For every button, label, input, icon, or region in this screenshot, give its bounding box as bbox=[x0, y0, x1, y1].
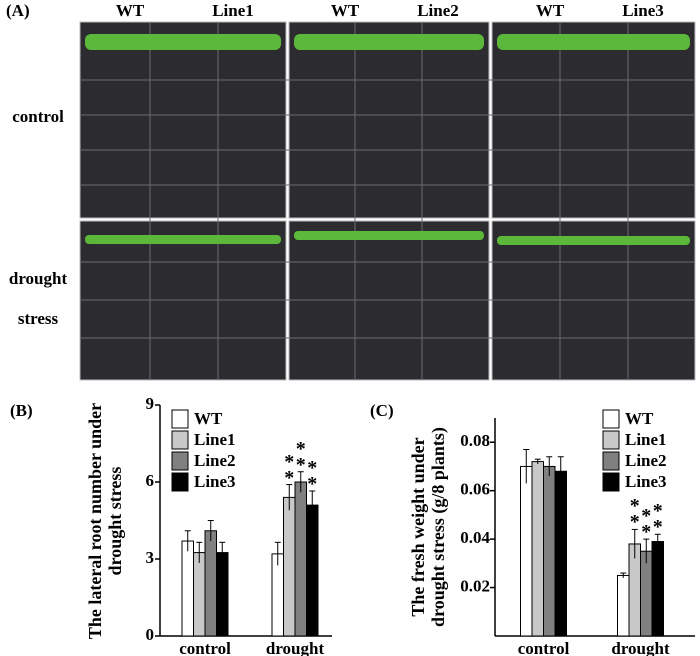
legend-label: Line2 bbox=[625, 451, 667, 470]
legend-swatch bbox=[171, 430, 189, 450]
panel-label: (C) bbox=[370, 401, 394, 420]
y-tick-label: 0.06 bbox=[460, 480, 490, 499]
column-label: Line3 bbox=[622, 1, 664, 20]
photo bbox=[79, 21, 287, 219]
bar bbox=[306, 504, 319, 637]
bar bbox=[640, 550, 653, 637]
legend-label: Line3 bbox=[625, 472, 667, 491]
significance-mark: ** bbox=[301, 456, 324, 489]
seedlings bbox=[497, 34, 690, 50]
legend-swatch bbox=[602, 430, 620, 450]
legend-label: Line1 bbox=[194, 430, 236, 449]
seedlings bbox=[85, 34, 281, 50]
y-tick-label: 6 bbox=[146, 471, 155, 490]
seedlings bbox=[294, 34, 484, 50]
bar bbox=[520, 465, 533, 637]
legend-label: WT bbox=[625, 409, 654, 428]
bar bbox=[204, 530, 217, 637]
legend-label: Line2 bbox=[194, 451, 236, 470]
legend-swatch bbox=[602, 451, 620, 471]
row-label: drought bbox=[9, 269, 68, 288]
photo-panel bbox=[79, 21, 696, 381]
panel-label: (A) bbox=[6, 1, 30, 20]
bar bbox=[193, 552, 206, 637]
significance-mark: ** bbox=[635, 505, 658, 538]
bar bbox=[216, 552, 229, 637]
panel-label: (B) bbox=[10, 401, 33, 420]
column-label: WT bbox=[331, 1, 360, 20]
y-tick-label: 3 bbox=[146, 548, 155, 567]
legend-swatch bbox=[171, 409, 189, 429]
bar bbox=[554, 470, 567, 637]
column-label: WT bbox=[116, 1, 145, 20]
seedlings bbox=[497, 236, 690, 245]
legend-swatch bbox=[602, 409, 620, 429]
bar bbox=[617, 574, 630, 637]
y-tick-label: 0 bbox=[146, 625, 155, 644]
significance-mark: ** bbox=[623, 495, 646, 528]
legend-label: Line3 bbox=[194, 472, 236, 491]
bar bbox=[651, 541, 664, 637]
x-tick-label: drought stress bbox=[265, 639, 325, 656]
bar bbox=[543, 465, 556, 637]
legend-swatch bbox=[171, 472, 189, 492]
y-tick-label: 0.04 bbox=[460, 528, 490, 547]
bar bbox=[294, 481, 307, 637]
y-tick-label: 0.02 bbox=[460, 576, 490, 595]
y-axis-title: The fresh weight under drought stress (g… bbox=[408, 427, 448, 627]
significance-mark: ** bbox=[278, 450, 301, 483]
column-label: Line1 bbox=[212, 1, 254, 20]
row-label: control bbox=[12, 107, 64, 126]
bar bbox=[271, 553, 284, 637]
x-tick-label: control bbox=[517, 639, 570, 656]
legend-swatch bbox=[602, 472, 620, 492]
y-tick-label: 0.08 bbox=[460, 431, 490, 450]
bar bbox=[283, 496, 296, 637]
photo bbox=[288, 21, 490, 219]
row-label: stress bbox=[18, 309, 59, 328]
plate-grid bbox=[80, 22, 695, 380]
y-tick-label: 9 bbox=[146, 394, 155, 413]
legend-label: WT bbox=[194, 409, 223, 428]
column-label: Line2 bbox=[417, 1, 459, 20]
x-tick-label: control bbox=[179, 639, 231, 656]
bar bbox=[181, 540, 194, 637]
bar bbox=[531, 461, 544, 637]
seedlings bbox=[85, 235, 281, 244]
significance-mark: ** bbox=[289, 437, 312, 470]
x-tick-label: drought stress bbox=[611, 639, 670, 656]
legend-swatch bbox=[171, 451, 189, 471]
y-axis-title: The lateral root number under drought st… bbox=[85, 402, 125, 639]
photo bbox=[491, 21, 696, 219]
significance-mark: ** bbox=[646, 500, 669, 533]
column-label: WT bbox=[536, 1, 565, 20]
seedlings bbox=[294, 231, 484, 240]
legend-label: Line1 bbox=[625, 430, 667, 449]
